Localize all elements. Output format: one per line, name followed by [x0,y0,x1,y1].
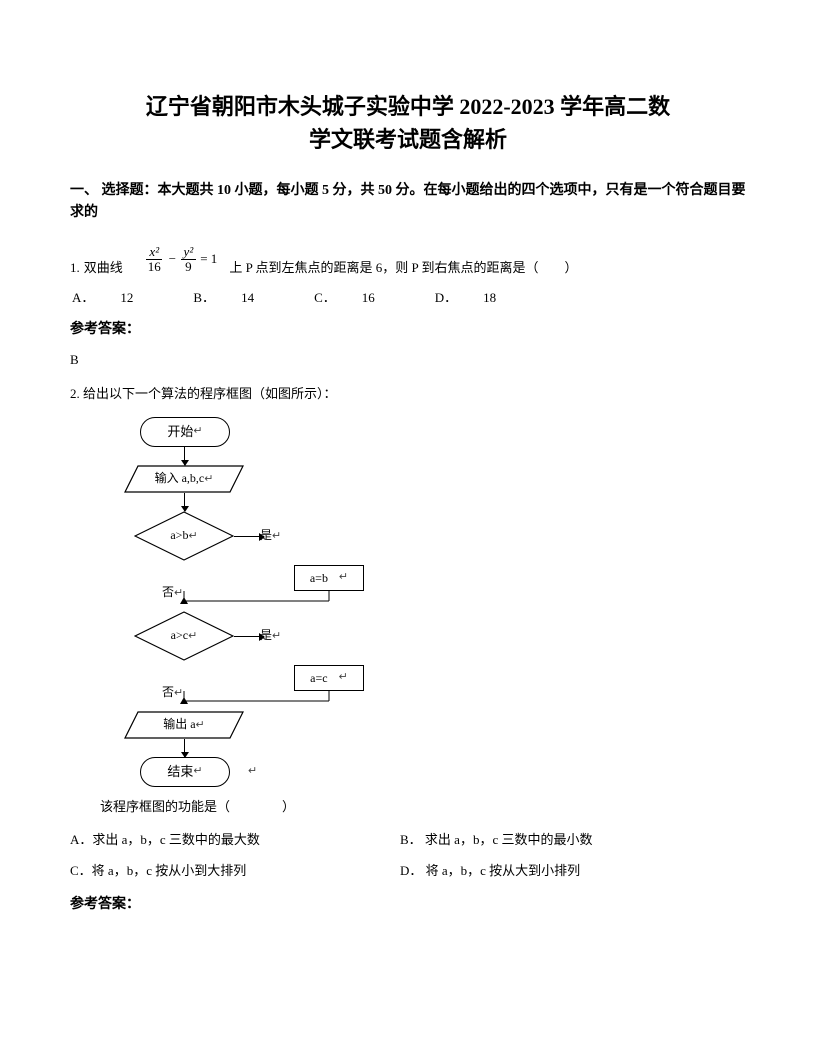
q1-post: 上 P 点到左焦点的距离是 6，则 P 到右焦点的距离是（ ） [229,258,577,279]
fc-harrow-2 [234,636,264,637]
fc-diamond-2: a>c↵ [134,611,234,661]
page-title: 辽宁省朝阳市木头城子实验中学 2022-2023 学年高二数 学文联考试题含解析 [70,90,746,156]
q1-answer-label: 参考答案： [70,319,746,341]
section-1-header: 一、 选择题：本大题共 10 小题，每小题 5 分，共 50 分。在每小题给出的… [70,180,746,225]
fc-output: 输出 a↵ [124,711,244,739]
frac-x: x² 16 [145,245,164,275]
fc-input: 输入 a,b,c↵ [124,465,244,493]
q1-stem: 1. 双曲线 x² 16 − y² 9 = 1 上 P 点到左焦点的距离是 6，… [70,245,746,279]
eq-one: = 1 [200,249,217,270]
fc-box-row-2: a=c ↵ [110,665,746,691]
q2-opt-c: C．将 a，b，c 按从小到大排列 [70,861,400,882]
q1-equation: x² 16 − y² 9 = 1 [145,245,218,275]
title-line-1: 辽宁省朝阳市木头城子实验中学 2022-2023 学年高二数 [70,90,746,123]
q1-opt-d: D．18 [435,288,496,309]
q1-options: A．12 B．14 C．16 D．18 [72,288,746,309]
q2-opt-a: A．求出 a，b，c 三数中的最大数 [70,830,400,851]
q1-number: 1. [70,258,80,279]
q1-opt-b: B．14 [193,288,254,309]
minus-sign: − [168,249,177,270]
title-line-2: 学文联考试题含解析 [70,123,746,156]
fc-box-2: a=c ↵ [294,665,364,691]
q2-number: 2. [70,386,80,401]
frac-y: y² 9 [181,245,197,275]
q1-opt-c: C．16 [314,288,375,309]
fc-harrow-1 [234,536,264,537]
question-2: 2. 给出以下一个算法的程序框图（如图所示）： [70,384,746,405]
q2-question: 该程序框图的功能是（ ） [100,797,746,818]
fc-end: 结束↵ [140,757,230,787]
flowchart: 开始↵ 输入 a,b,c↵ a>b↵ 是↵ a=b ↵ 否↵ a>c↵ 是↵ [110,417,746,787]
q2-opt-d: D． 将 a，b，c 按从大到小排列 [400,861,580,882]
fc-loop-1: 否↵ [110,591,746,611]
q2-opt-b: B． 求出 a，b，c 三数中的最小数 [400,830,592,851]
fc-branch-2: a>c↵ 是↵ [110,611,746,661]
fc-box-row-1: a=b ↵ [110,565,746,591]
q1-opt-a: A．12 [72,288,133,309]
fc-start: 开始↵ [140,417,230,447]
question-1: 1. 双曲线 x² 16 − y² 9 = 1 上 P 点到左焦点的距离是 6，… [70,245,746,371]
ret-mark: ↵ [248,763,257,781]
fc-box-1: a=b ↵ [294,565,364,591]
q2-answer-label: 参考答案： [70,894,746,916]
q2-options: A．求出 a，b，c 三数中的最大数 B． 求出 a，b，c 三数中的最小数 C… [70,830,746,882]
fc-diamond-1: a>b↵ [134,511,234,561]
q1-pre: 双曲线 [84,258,123,279]
fc-loop-2: 否↵ [110,691,746,711]
fc-branch-1: a>b↵ 是↵ [110,511,746,561]
q1-answer: B [70,350,746,371]
q2-stem: 给出以下一个算法的程序框图（如图所示）： [83,386,337,401]
